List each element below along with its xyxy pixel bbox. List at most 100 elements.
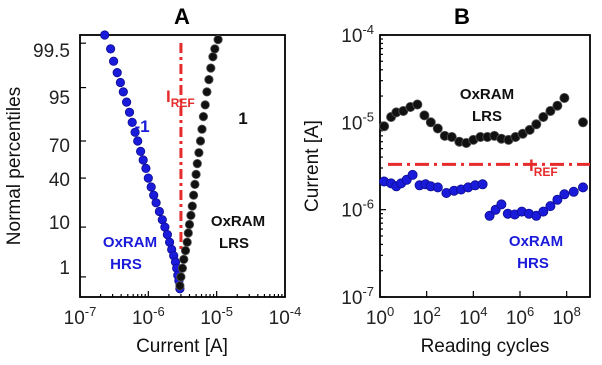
panel-a-series-label-1: 1: [238, 109, 247, 128]
panel-a-point-neg1: [151, 198, 161, 208]
panel-a-point-neg1: [162, 230, 172, 240]
panel-b-point-lrs: [446, 131, 457, 142]
panel-a-point-pos1: [206, 63, 216, 73]
panel-b-point-lrs: [379, 121, 390, 132]
panel-b-point-lrs: [531, 119, 542, 130]
panel-a-point-pos1: [176, 272, 186, 282]
panel-a-point-pos1: [191, 169, 201, 179]
panel-a-ytick-label: 70: [49, 136, 70, 157]
panel-a-point-pos1: [175, 281, 185, 291]
panel-b-xtick-label: 102: [412, 304, 440, 329]
panel-b-annotation-lrs-line2: LRS: [472, 108, 502, 125]
panel-b-annotation-hrs-line2: HRS: [517, 255, 549, 272]
panel-b-point-hrs: [578, 182, 589, 193]
panel-a-point-neg1: [146, 182, 156, 192]
panel-a-ytick-label: 1: [59, 258, 70, 279]
panel-b-point-lrs: [545, 106, 556, 117]
panel-b-point-lrs: [538, 112, 549, 123]
panel-a-xlabel: Current [A]: [136, 336, 228, 357]
panel-b-ytick-label: 10-6: [341, 197, 374, 222]
panel-a-point-neg1: [130, 127, 140, 137]
panel-a-annotation-lrs-line1: OxRAM: [211, 213, 265, 230]
panel-a-point-neg1: [127, 117, 137, 128]
panel-a-point-neg1: [143, 173, 153, 183]
panel-a-point-pos1: [183, 228, 193, 238]
panel-a-point-neg1: [115, 77, 126, 88]
panel-a-title: A: [174, 4, 190, 29]
panel-a-point-pos1: [210, 44, 220, 54]
panel-a-point-neg1: [118, 87, 128, 97]
panel-b-ytick-label: 10-4: [341, 22, 374, 47]
panel-b-xtick-label: 104: [459, 304, 487, 329]
panel-a-point-pos1: [198, 112, 208, 122]
panel-b-xtick-label: 100: [366, 304, 394, 329]
panel-a-ytick-label: 95: [49, 88, 70, 109]
panel-b-point-lrs: [552, 100, 563, 111]
panel-a-point-pos1: [182, 237, 192, 247]
panel-a-annotation-hrs-line1: OxRAM: [103, 234, 157, 251]
panel-a-point-pos1: [177, 263, 187, 273]
panel-b-point-hrs: [496, 199, 507, 210]
panel-b-point-hrs: [477, 179, 488, 190]
panel-a-point-pos1: [200, 100, 210, 110]
panel-a-point-neg1: [112, 68, 122, 78]
panel-a-point-pos1: [187, 201, 197, 211]
panel-b-point-hrs: [552, 194, 563, 205]
panel-a-point-pos1: [202, 87, 212, 97]
panel-a-point-pos1: [194, 148, 204, 158]
panel-b-xtick-label: 108: [552, 304, 580, 329]
panel-b-point-lrs: [425, 117, 436, 128]
panel-b-point-hrs: [559, 189, 570, 200]
panel-a-point-pos1: [197, 124, 207, 134]
panel-a-xtick-label: 10-5: [200, 304, 233, 329]
panel-b-iref-label: IREF: [529, 156, 558, 179]
panel-a-point-neg1: [106, 44, 116, 54]
panel-b-xtick-label: 106: [506, 304, 534, 329]
panel-a-series-label-neg1: -1: [134, 117, 149, 136]
panel-b-point-lrs: [412, 99, 423, 110]
panel-b-point-lrs: [432, 123, 443, 134]
panel-a-point-pos1: [189, 190, 199, 200]
panel-a-point-pos1: [190, 179, 200, 189]
panel-a: A 99.5 95 70 40 10 1 Normal percentiles …: [4, 4, 301, 357]
panel-b-ytick-label: 10-7: [341, 284, 374, 309]
panel-a-point-neg1: [122, 97, 132, 107]
panel-a-point-neg1: [100, 30, 110, 40]
panel-b-plot-frame: [379, 34, 591, 298]
panel-b-ytick-label: 10-5: [341, 109, 374, 134]
panel-a-point-pos1: [179, 254, 189, 264]
panel-b-annotation-hrs-line1: OxRAM: [509, 233, 563, 250]
panel-b-point-lrs: [524, 124, 535, 135]
panel-b-point-hrs: [568, 186, 579, 197]
panel-a-xtick-label: 10-6: [132, 304, 165, 329]
panel-a-point-neg1: [136, 146, 146, 156]
panel-b-point-hrs: [407, 169, 418, 180]
panel-b-point-hrs: [538, 206, 549, 217]
panel-a-plot-frame: [79, 34, 286, 298]
panel-a-point-neg1: [109, 56, 119, 66]
panel-a-ytick-label: 10: [49, 213, 70, 234]
panel-b-ylabel: Current [A]: [302, 120, 323, 212]
panel-b: B Current [A] Reading cycles 100 102 104 10…: [302, 4, 591, 357]
panel-a-point-pos1: [208, 52, 218, 62]
panel-a-point-pos1: [213, 34, 223, 45]
panel-a-point-neg1: [154, 206, 164, 217]
panel-a-xtick-label: 10-7: [64, 304, 97, 329]
panel-a-point-pos1: [195, 136, 206, 146]
panel-b-point-hrs: [484, 210, 495, 221]
panel-b-point-lrs: [578, 117, 589, 128]
panel-a-point-neg1: [149, 190, 159, 200]
panel-a-point-pos1: [184, 219, 195, 230]
panel-b-title: B: [454, 4, 470, 29]
panel-a-point-pos1: [186, 210, 196, 220]
panel-a-point-neg1: [124, 107, 135, 117]
panel-b-annotation-lrs-line1: OxRAM: [460, 86, 514, 103]
panel-b-xlabel: Reading cycles: [421, 336, 550, 357]
panel-b-point-hrs: [432, 182, 443, 193]
panel-a-point-neg1: [133, 136, 143, 146]
panel-a-annotation-hrs-line2: HRS: [110, 256, 142, 273]
panel-a-point-pos1: [180, 246, 191, 256]
panel-a-annotation-lrs-line2: LRS: [219, 235, 249, 252]
panel-a-ytick-label: 40: [49, 170, 70, 191]
